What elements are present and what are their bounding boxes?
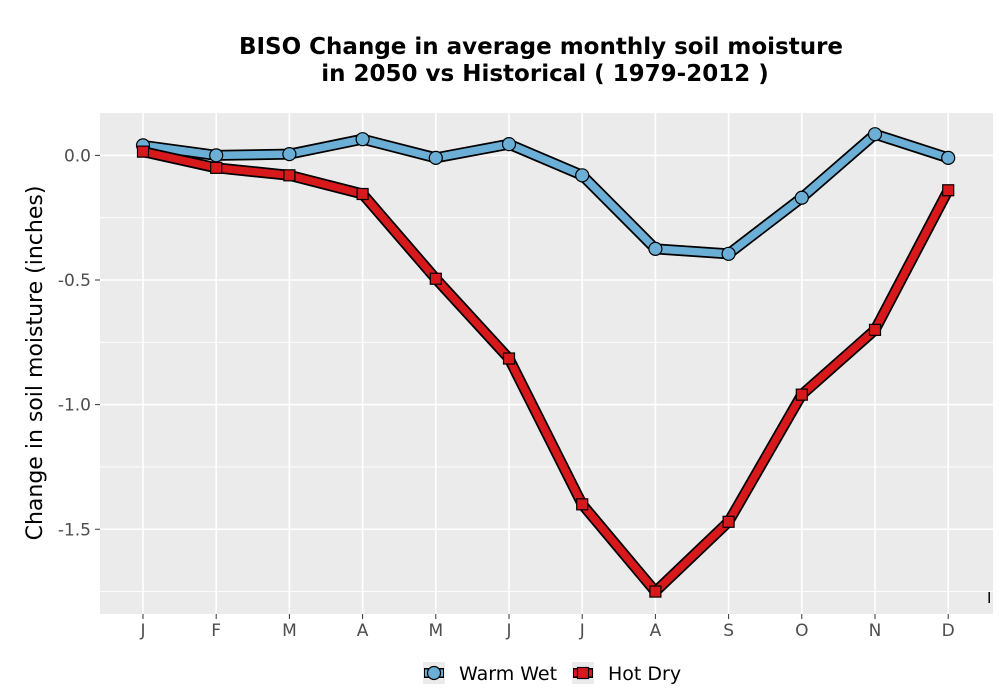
x-tick-label: M [282,621,297,641]
plot-panel [100,113,993,614]
series-hot-dry-point [649,585,662,598]
legend-hot-dry-marker [576,666,590,680]
series-warm-wet-point [282,147,297,162]
series-warm-wet-point [355,132,370,147]
x-tick-label: O [795,621,808,641]
series-warm-wet-point [794,190,809,205]
x-tick-label: J [505,621,511,641]
series-warm-wet-point [721,246,736,261]
x-tick-label: J [579,621,585,641]
series-hot-dry-point [502,352,516,365]
series-hot-dry-point [942,184,955,197]
series-hot-dry-point [283,169,296,182]
series-hot-dry-point [210,161,223,174]
series-hot-dry-point [722,515,735,528]
x-tick-label: D [942,621,955,641]
series-hot-dry-point [429,272,442,285]
y-tick-label: -1.0 [58,396,91,416]
legend-warm-wet-marker [426,665,442,681]
series-warm-wet-point [501,137,517,152]
x-tick-label: S [723,621,734,641]
series-hot-dry-point [795,388,808,401]
y-axis-ticks: 0.0 -0.5 -1.0 -1.5 [58,146,100,540]
series-layer [135,127,956,598]
y-tick-label: 0.0 [64,146,91,166]
x-tick-label: A [357,621,369,641]
x-tick-label: N [869,621,882,641]
series-warm-wet-point [867,127,883,142]
series-warm-wet-point [209,148,224,163]
series-warm-wet-point [648,241,663,256]
series-hot-dry-point [136,145,150,158]
chart-title-line-1: BISO Change in average monthly soil mois… [239,34,843,60]
series-hot-dry-point [356,187,369,201]
legend-warm-wet-label: Warm Wet [459,663,557,685]
y-axis-label: Change in soil moisture (inches) [23,186,48,541]
series-warm-wet-point [941,150,956,165]
y-tick-label: -0.5 [58,271,91,291]
grid-minor [100,217,993,592]
series-warm-wet-line [139,130,952,258]
y-tick-label: -1.5 [58,520,91,540]
legend: Warm Wet Hot Dry [423,662,681,685]
x-tick-label: M [428,621,443,641]
series-warm-wet-point [428,150,443,165]
series-hot-dry-line [139,147,952,596]
stray-label: I [987,589,991,607]
x-tick-label: A [650,621,662,641]
series-hot-dry-point [576,498,589,511]
series-hot-dry-point [868,323,882,336]
x-tick-label: J [139,621,145,641]
x-tick-label: F [211,621,221,641]
chart-title-line-2: in 2050 vs Historical ( 1979-2012 ) [321,61,768,87]
series-warm-wet-point [575,168,590,183]
legend-hot-dry-label: Hot Dry [608,663,681,685]
